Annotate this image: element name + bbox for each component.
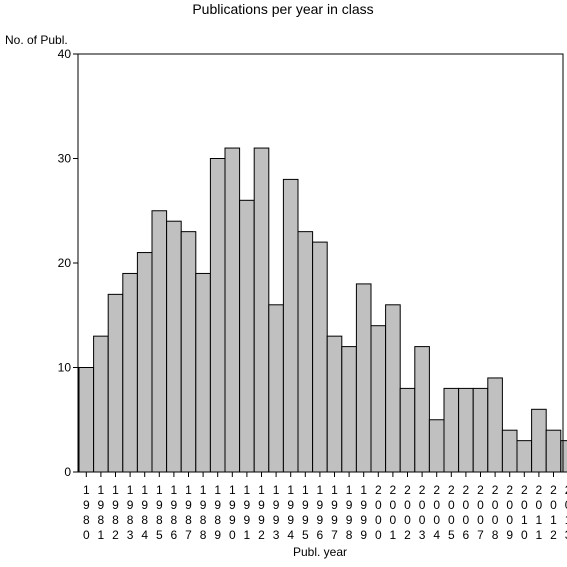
bar-1992 — [253, 147, 270, 473]
bar-1994 — [282, 178, 299, 473]
y-tick-label: 40 — [58, 47, 72, 61]
y-tick-label: 10 — [58, 361, 72, 375]
bar-2009 — [501, 429, 518, 473]
bar-1981 — [93, 335, 109, 473]
plot-frame — [77, 53, 564, 473]
bar-1993 — [268, 304, 284, 473]
y-axis-label: No. of Publ. — [5, 33, 68, 47]
bar-1984 — [136, 252, 153, 473]
bar-1983 — [122, 272, 138, 473]
bar-2012 — [545, 429, 562, 473]
bar-2013 — [560, 440, 567, 473]
bar-2000 — [370, 325, 387, 473]
bar-2006 — [458, 387, 474, 473]
bar-2002 — [399, 387, 416, 473]
bar-2011 — [531, 408, 547, 473]
bar-1999 — [355, 283, 372, 473]
x-tick-label: 2013 — [565, 483, 567, 542]
bar-2010 — [516, 440, 533, 473]
bar-1991 — [239, 199, 255, 473]
bar-1987 — [180, 231, 197, 473]
bar-1988 — [195, 272, 211, 473]
bar-2003 — [414, 346, 430, 473]
chart-title: Publications per year in class — [192, 1, 373, 17]
bar-1989 — [209, 158, 226, 473]
bar-2001 — [385, 304, 401, 473]
bar-1997 — [326, 335, 343, 473]
y-tick-label: 30 — [58, 152, 72, 166]
bar-1998 — [341, 346, 357, 473]
bar-1985 — [151, 210, 168, 473]
bar-1982 — [107, 293, 124, 473]
bar-2007 — [472, 387, 489, 473]
bar-1986 — [166, 220, 182, 473]
bar-2005 — [443, 387, 460, 473]
x-axis-label: Publ. year — [293, 545, 347, 559]
bar-1996 — [312, 241, 328, 473]
bar-1990 — [224, 147, 241, 473]
bar-1995 — [297, 231, 314, 473]
bar-2008 — [487, 377, 503, 473]
bar-1980 — [78, 367, 95, 473]
bar-2004 — [428, 419, 445, 473]
y-tick-label: 0 — [64, 465, 71, 479]
y-tick-label: 20 — [58, 256, 72, 270]
